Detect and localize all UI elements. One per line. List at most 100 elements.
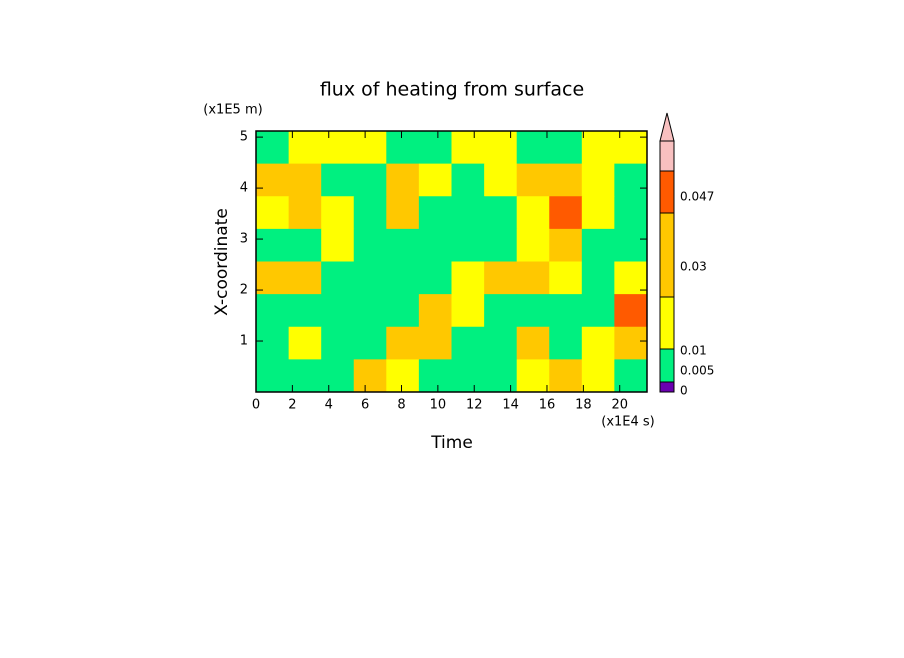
colorbar-label: 0.01 xyxy=(680,344,707,358)
contour-cell xyxy=(288,131,322,165)
contour-cell xyxy=(288,326,322,360)
contour-cell xyxy=(581,163,615,197)
x-tick-label: 0 xyxy=(252,398,260,413)
contour-cell xyxy=(353,163,387,197)
y-unit: (x1E5 m) xyxy=(203,103,262,118)
contour-cell xyxy=(614,326,647,360)
contour-cell xyxy=(418,131,452,165)
contour-cell xyxy=(484,131,518,165)
contour-cell xyxy=(418,196,452,230)
contour-cell xyxy=(288,261,322,295)
contour-cell xyxy=(614,294,647,328)
contour-cell xyxy=(581,131,615,165)
contour-cell xyxy=(256,163,290,197)
contour-cell xyxy=(516,163,550,197)
contour-cell xyxy=(581,228,615,262)
contour-cell xyxy=(516,261,550,295)
contour-cell xyxy=(386,326,420,360)
contour-cell xyxy=(321,326,355,360)
x-tick-label: 8 xyxy=(397,398,405,413)
contour-cell xyxy=(386,294,420,328)
contour-cell xyxy=(451,131,485,165)
contour-cell xyxy=(451,163,485,197)
contour-cell xyxy=(484,228,518,262)
contour-cell xyxy=(581,196,615,230)
contour-cell xyxy=(256,196,290,230)
colorbar-band xyxy=(659,348,675,383)
contour-cell xyxy=(549,196,583,230)
contour-cell xyxy=(256,326,290,360)
contour-cell xyxy=(451,294,485,328)
x-tick-label: 10 xyxy=(430,398,447,413)
contour-cell xyxy=(614,163,647,197)
contour-cell xyxy=(288,196,322,230)
contour-cell xyxy=(256,228,290,262)
contour-cell xyxy=(353,131,387,165)
contour-cell xyxy=(516,294,550,328)
contour-cell xyxy=(484,294,518,328)
chart-title: flux of heating from surface xyxy=(320,79,584,101)
contour-cell xyxy=(516,228,550,262)
contour-cell xyxy=(386,196,420,230)
contour-cell xyxy=(288,228,322,262)
contour-cell xyxy=(418,326,452,360)
contour-cell xyxy=(288,359,322,392)
colorbar-extension xyxy=(659,112,675,142)
contour-cell xyxy=(321,131,355,165)
x-tick-label: 18 xyxy=(575,398,592,413)
contour-cell xyxy=(386,163,420,197)
contour-cell xyxy=(581,359,615,392)
contour-cell xyxy=(549,326,583,360)
contour-cell xyxy=(353,228,387,262)
contour-cell xyxy=(418,228,452,262)
contour-cell xyxy=(418,261,452,295)
contour-cell xyxy=(418,359,452,392)
colorbar-label: 0.03 xyxy=(680,260,707,274)
contour-cell xyxy=(256,359,290,392)
contour-cell xyxy=(581,261,615,295)
contour-cell xyxy=(614,196,647,230)
colorbar-band xyxy=(659,212,675,298)
contour-cell xyxy=(614,261,647,295)
x-tick-label: 16 xyxy=(539,398,556,413)
x-tick-label: 6 xyxy=(361,398,369,413)
contour-cell xyxy=(451,228,485,262)
contour-cell xyxy=(484,196,518,230)
x-unit: (x1E4 s) xyxy=(601,415,655,430)
colorbar-band xyxy=(659,296,675,350)
contour-cell xyxy=(288,163,322,197)
colorbar-label: 0 xyxy=(680,384,688,398)
contour-cell xyxy=(386,228,420,262)
contour-cell xyxy=(516,196,550,230)
contour-cell xyxy=(484,163,518,197)
contour-cell xyxy=(353,294,387,328)
contour-cell xyxy=(549,163,583,197)
x-tick-label: 12 xyxy=(466,398,483,413)
contour-cell xyxy=(321,261,355,295)
contour-cell xyxy=(386,359,420,392)
contour-cell xyxy=(451,261,485,295)
colorbar-label: 0.005 xyxy=(680,364,714,378)
contour-cell xyxy=(549,294,583,328)
colorbar-label: 0.047 xyxy=(680,190,714,204)
contour-cell xyxy=(516,131,550,165)
plot-frame xyxy=(255,130,648,393)
contour-cell xyxy=(256,294,290,328)
contour-cell xyxy=(386,261,420,295)
contour-cell xyxy=(418,294,452,328)
contour-cell xyxy=(353,326,387,360)
contour-cell xyxy=(353,261,387,295)
y-tick-label: 1 xyxy=(240,334,248,349)
contour-cell xyxy=(256,131,290,165)
x-axis-label: Time xyxy=(430,433,473,453)
contour-cell xyxy=(549,131,583,165)
contour-cell xyxy=(549,359,583,392)
contour-cell xyxy=(353,196,387,230)
y-tick-label: 4 xyxy=(240,181,248,196)
contour-cell xyxy=(581,294,615,328)
contour-cell xyxy=(484,359,518,392)
contour-cell xyxy=(451,196,485,230)
x-tick-label: 2 xyxy=(288,398,296,413)
contour-cell xyxy=(614,228,647,262)
